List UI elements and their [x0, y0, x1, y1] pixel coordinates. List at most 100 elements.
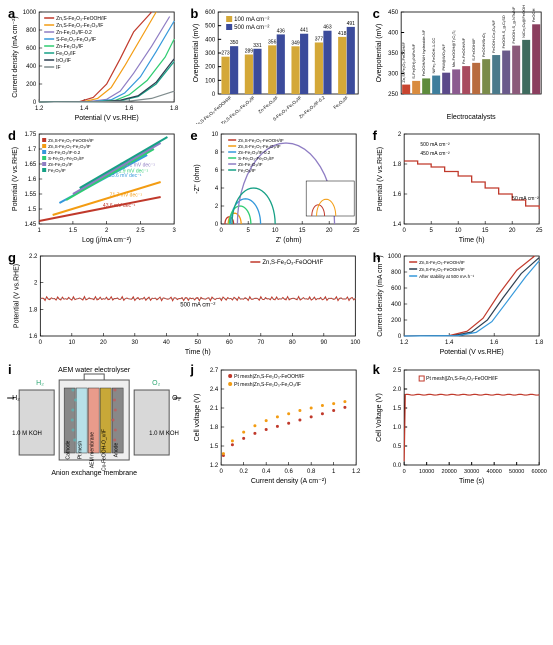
panel-g: g 01020304050607080901001.61.822.2Time (… — [4, 248, 367, 358]
svg-text:600: 600 — [26, 46, 37, 52]
panel-j-chart: 00.20.40.60.811.21.21.51.82.12.42.7Curre… — [186, 360, 366, 490]
svg-text:Time (h): Time (h) — [185, 349, 211, 356]
svg-text:1.5: 1.5 — [392, 406, 401, 412]
svg-text:418: 418 — [338, 31, 347, 37]
svg-text:1.6: 1.6 — [28, 177, 37, 183]
svg-text:Zn-Fe₂O₃/IF: Zn-Fe₂O₃/IF — [238, 162, 263, 167]
svg-text:FeOOH-Co₃O₄/NF: FeOOH-Co₃O₄/NF — [491, 19, 496, 53]
svg-text:70: 70 — [257, 340, 264, 346]
svg-text:NiCo₂O₄@FeOOH: NiCo₂O₄@FeOOH — [521, 5, 526, 38]
panel-k-label: k — [373, 362, 380, 377]
svg-text:1.8: 1.8 — [210, 425, 219, 431]
svg-text:90: 90 — [320, 340, 327, 346]
svg-text:AEM membrane: AEM membrane — [90, 432, 96, 468]
svg-text:8: 8 — [215, 150, 219, 156]
svg-text:Overpotential (mV): Overpotential (mV) — [193, 24, 200, 83]
svg-text:1.8: 1.8 — [170, 106, 179, 112]
panel-e-chart: 05101520250246810Z' (ohm)-Z'' (ohm)Zn,S-… — [186, 126, 366, 246]
svg-text:Fe₂O₃/IF: Fe₂O₃/IF — [48, 168, 66, 173]
svg-text:0.5: 0.5 — [392, 444, 401, 450]
svg-text:800: 800 — [391, 270, 402, 276]
panel-h-label: h — [373, 250, 381, 265]
svg-text:Zn,S-Fe₂O₃-FeOOH/IF: Zn,S-Fe₂O₃-FeOOH/IF — [56, 16, 107, 22]
svg-text:1.4: 1.4 — [80, 106, 89, 112]
svg-text:S-Fe₂O₃-Fe₂O₃/IF: S-Fe₂O₃-Fe₂O₃/IF — [48, 156, 84, 161]
svg-text:FeOOH/NiH hydroxide-NF: FeOOH/NiH hydroxide-NF — [421, 29, 426, 76]
svg-text:2.1: 2.1 — [210, 406, 219, 412]
svg-text:500: 500 — [205, 24, 216, 30]
svg-text:20: 20 — [326, 228, 333, 234]
svg-text:50: 50 — [194, 340, 201, 346]
panel-d-chart: 11.522.531.451.51.551.61.651.71.75Log (j… — [4, 126, 184, 246]
svg-text:600: 600 — [205, 10, 216, 16]
svg-text:131.9 mV dec⁻¹: 131.9 mV dec⁻¹ — [113, 169, 148, 175]
svg-text:1.6: 1.6 — [29, 334, 38, 340]
svg-text:1.2: 1.2 — [35, 106, 44, 112]
svg-text:1.45: 1.45 — [24, 222, 36, 228]
svg-text:Zn,S-Fe₂O₃-Fe₂O₃/IF: Zn,S-Fe₂O₃-Fe₂O₃/IF — [48, 144, 91, 149]
svg-text:10: 10 — [454, 228, 461, 234]
svg-text:Pt mesh: Pt mesh — [78, 441, 84, 460]
svg-text:Zn-Fe₂O₃/IF-0.2: Zn-Fe₂O₃/IF-0.2 — [56, 30, 92, 36]
svg-text:FeOOH/SnO₂: FeOOH/SnO₂ — [481, 32, 486, 57]
panel-c: c 250300350400450Overpotential (mV)Elect… — [369, 4, 549, 124]
svg-text:4: 4 — [215, 186, 219, 192]
svg-text:0.0: 0.0 — [392, 463, 401, 469]
svg-text:1000: 1000 — [23, 10, 37, 16]
svg-text:Potential (V vs.RHE): Potential (V vs.RHE) — [13, 264, 20, 328]
svg-text:0: 0 — [220, 228, 224, 234]
svg-text:50 mA cm⁻²: 50 mA cm⁻² — [512, 196, 539, 202]
panel-f-label: f — [373, 128, 377, 143]
panel-i-diagram: AEM water electrolyserCathodePt meshAEM … — [4, 360, 184, 490]
panel-i: i AEM water electrolyserCathodePt meshAE… — [4, 360, 184, 490]
svg-text:1.4: 1.4 — [392, 222, 401, 228]
svg-text:331: 331 — [254, 43, 263, 49]
svg-text:400: 400 — [391, 302, 402, 308]
svg-text:Zn-Fe₂O₃/IF: Zn-Fe₂O₃/IF — [258, 95, 280, 115]
svg-text:0: 0 — [402, 469, 405, 475]
svg-text:Zn,S-Fe₂O₃-FeOOH/IF: Zn,S-Fe₂O₃-FeOOH/IF — [401, 41, 406, 82]
panel-g-chart: 01020304050607080901001.61.822.2Time (h)… — [4, 248, 367, 358]
svg-text:400: 400 — [26, 64, 37, 70]
svg-text:1: 1 — [37, 228, 41, 234]
svg-text:491: 491 — [347, 21, 356, 27]
svg-text:1.0 M KOH: 1.0 M KOH — [12, 431, 42, 437]
svg-text:349: 349 — [292, 40, 301, 46]
svg-text:Cell voltage (V): Cell voltage (V) — [194, 394, 201, 442]
svg-text:PtW@WO₃/NF: PtW@WO₃/NF — [441, 44, 446, 71]
svg-text:Cathode: Cathode — [66, 440, 72, 459]
svg-text:Time (s): Time (s) — [459, 478, 484, 485]
panel-b-label: b — [190, 6, 198, 21]
svg-text:Current density (mA cm⁻²): Current density (mA cm⁻²) — [12, 16, 19, 98]
svg-text:S-FeOOH/IF: S-FeOOH/IF — [471, 38, 476, 61]
svg-text:2.7: 2.7 — [210, 368, 219, 374]
panel-e-label: e — [190, 128, 197, 143]
svg-text:377: 377 — [315, 36, 324, 42]
svg-text:600: 600 — [391, 286, 402, 292]
panel-b: b 0100200300400500600Overpotential (mV)2… — [186, 4, 366, 124]
svg-text:80: 80 — [289, 340, 296, 346]
svg-text:Potential (V vs.RHE): Potential (V vs.RHE) — [75, 115, 139, 122]
panel-h-chart: 1.21.41.61.802004006008001000Potential (… — [369, 248, 549, 358]
svg-text:350: 350 — [388, 51, 399, 57]
svg-text:1.2: 1.2 — [352, 469, 361, 475]
panel-f-chart: 05101520251.41.61.82Time (h)Potential (V… — [369, 126, 549, 246]
panel-e: e 05101520250246810Z' (ohm)-Z'' (ohm)Zn,… — [186, 126, 366, 246]
svg-text:1.0 M KOH: 1.0 M KOH — [149, 431, 179, 437]
svg-text:100 mA cm⁻²: 100 mA cm⁻² — [234, 17, 269, 23]
svg-text:Fe₂O₃/IF: Fe₂O₃/IF — [238, 168, 256, 173]
svg-text:3: 3 — [172, 228, 176, 234]
svg-text:134.1 mV dec⁻¹: 134.1 mV dec⁻¹ — [120, 163, 155, 169]
svg-text:450 mA cm⁻²: 450 mA cm⁻² — [420, 151, 450, 157]
svg-text:1.4: 1.4 — [445, 340, 454, 346]
svg-text:Log (j/mA cm⁻²): Log (j/mA cm⁻²) — [82, 237, 131, 244]
svg-text:0: 0 — [212, 92, 216, 98]
svg-text:Pt mesh||Zn,S-Fe₂O₃-FeOOH/IF: Pt mesh||Zn,S-Fe₂O₃-FeOOH/IF — [426, 376, 498, 382]
svg-text:Fe-FeOOH/NF: Fe-FeOOH/NF — [461, 37, 466, 64]
svg-text:15: 15 — [299, 228, 306, 234]
svg-text:FeOOH: FeOOH — [531, 8, 536, 22]
panel-a: a 1.21.41.61.802004006008001000Potential… — [4, 4, 184, 124]
svg-text:20: 20 — [508, 228, 515, 234]
svg-text:250: 250 — [388, 92, 399, 98]
svg-text:300: 300 — [388, 72, 399, 78]
